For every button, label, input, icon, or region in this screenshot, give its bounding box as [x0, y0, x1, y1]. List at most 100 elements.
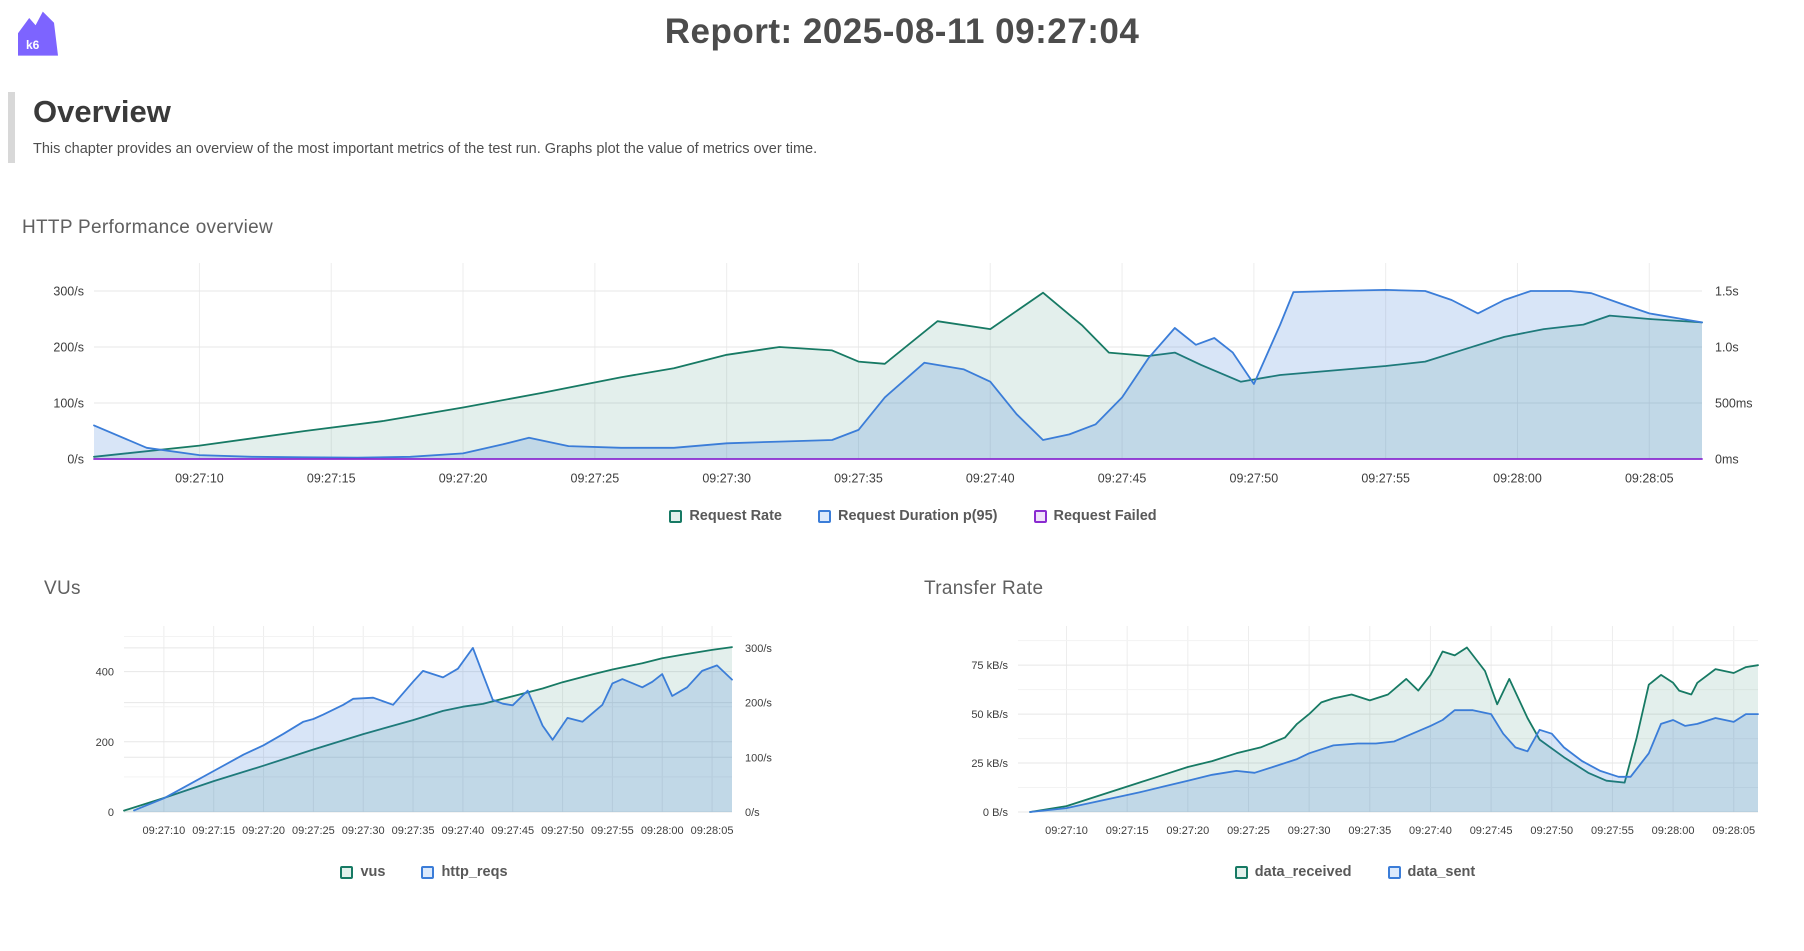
k6-logo-mountain [18, 11, 58, 56]
legend-label-request-failed: Request Failed [1053, 508, 1157, 524]
svg-text:300/s: 300/s [745, 643, 772, 655]
svg-text:09:27:40: 09:27:40 [441, 825, 484, 837]
svg-text:09:27:50: 09:27:50 [1530, 825, 1573, 837]
legend-item-data-received[interactable]: data_received [1234, 864, 1352, 880]
k6-logo-icon: k6 [18, 11, 58, 56]
series-data-received-area [1030, 647, 1758, 812]
legend-label-request-rate: Request Rate [689, 508, 782, 524]
svg-text:09:27:45: 09:27:45 [1470, 825, 1513, 837]
legend-label-vus: vus [360, 864, 386, 880]
legend-item-request-duration-p-95-[interactable]: Request Duration p(95) [818, 508, 998, 524]
svg-text:09:27:35: 09:27:35 [834, 472, 883, 486]
svg-text:09:27:30: 09:27:30 [1288, 825, 1331, 837]
svg-text:09:27:50: 09:27:50 [541, 825, 584, 837]
series-request-rate-area [94, 292, 1702, 459]
series-data-received-line [1029, 646, 1759, 813]
legend-swatch-request-rate [669, 509, 683, 523]
chart-title-vus: VUs [44, 578, 81, 599]
legend-item-request-rate[interactable]: Request Rate [669, 508, 782, 524]
svg-text:0: 0 [108, 807, 114, 819]
svg-text:09:27:45: 09:27:45 [491, 825, 534, 837]
svg-text:09:27:20: 09:27:20 [1166, 825, 1209, 837]
svg-text:09:27:35: 09:27:35 [392, 825, 435, 837]
svg-text:09:27:30: 09:27:30 [342, 825, 385, 837]
svg-text:09:27:25: 09:27:25 [571, 472, 620, 486]
svg-text:09:27:55: 09:27:55 [1591, 825, 1634, 837]
chart-title-transfer: Transfer Rate [924, 578, 1044, 599]
svg-text:0 B/s: 0 B/s [983, 807, 1009, 819]
series-data-sent-area [1030, 710, 1758, 812]
vus-chart[interactable]: 09:27:10 09:27:15 09:27:20 09:27:25 09:27:30… [44, 612, 800, 852]
svg-text:09:27:15: 09:27:15 [192, 825, 235, 837]
legend-item-vus[interactable]: vus [340, 864, 385, 880]
svg-text:09:28:05: 09:28:05 [1712, 825, 1755, 837]
svg-text:09:27:55: 09:27:55 [1361, 472, 1410, 486]
svg-text:09:27:25: 09:27:25 [292, 825, 335, 837]
svg-text:09:28:00: 09:28:00 [1493, 472, 1542, 486]
svg-text:75 kB/s: 75 kB/s [971, 660, 1008, 672]
vus-chart-block: VUs 09:27:10 09:27:15 09:27:20 09:27:25 09:2… [44, 578, 804, 880]
svg-text:200: 200 [96, 737, 114, 749]
svg-text:09:27:25: 09:27:25 [1227, 825, 1270, 837]
legend-label-request-duration-p-95-: Request Duration p(95) [838, 508, 998, 524]
svg-text:0ms: 0ms [1715, 453, 1739, 467]
svg-text:09:27:10: 09:27:10 [1045, 825, 1088, 837]
series-request-duration-p-95--area [94, 289, 1702, 459]
svg-text:09:27:20: 09:27:20 [439, 472, 488, 486]
http-chart-legend: Request Rate Request Duration p(95) Reques… [22, 508, 1804, 524]
svg-text:09:27:45: 09:27:45 [1098, 472, 1147, 486]
vus-chart-legend: vus http_reqs [44, 864, 804, 880]
legend-swatch-http-reqs [421, 865, 435, 879]
legend-swatch-request-failed [1033, 509, 1047, 523]
transfer-rate-chart-block: Transfer Rate 09:27:10 09:27:15 09:27:20 09… [920, 578, 1790, 880]
svg-text:09:28:00: 09:28:00 [1652, 825, 1695, 837]
k6-logo-text: k6 [26, 38, 40, 52]
series-vus-line [123, 646, 733, 812]
svg-text:09:27:15: 09:27:15 [307, 472, 356, 486]
svg-text:0/s: 0/s [67, 453, 84, 467]
svg-text:500ms: 500ms [1715, 397, 1753, 411]
svg-text:09:27:30: 09:27:30 [702, 472, 751, 486]
overview-section: Overview This chapter provides an overvi… [8, 92, 1804, 163]
svg-text:09:27:40: 09:27:40 [1409, 825, 1452, 837]
svg-text:09:27:20: 09:27:20 [242, 825, 285, 837]
legend-item-request-failed[interactable]: Request Failed [1033, 508, 1157, 524]
report-header: k6 Report: 2025-08-11 09:27:04 [0, 0, 1804, 66]
svg-text:09:28:00: 09:28:00 [641, 825, 684, 837]
legend-item-http-reqs[interactable]: http_reqs [421, 864, 508, 880]
bottom-charts-row: VUs 09:27:10 09:27:15 09:27:20 09:27:25 09:2… [22, 578, 1790, 880]
series-data-sent-line [1029, 709, 1759, 813]
svg-text:100/s: 100/s [745, 752, 772, 764]
svg-text:200/s: 200/s [745, 698, 772, 710]
svg-text:09:27:10: 09:27:10 [175, 472, 224, 486]
svg-text:09:27:50: 09:27:50 [1230, 472, 1279, 486]
svg-text:09:27:35: 09:27:35 [1348, 825, 1391, 837]
report-title: Report: 2025-08-11 09:27:04 [664, 12, 1140, 51]
svg-text:1.0s: 1.0s [1715, 341, 1739, 355]
transfer-chart-legend: data_received data_sent [920, 864, 1790, 880]
overview-heading: Overview [33, 94, 171, 129]
series-http-reqs-line [133, 647, 733, 812]
legend-swatch-data-sent [1387, 865, 1401, 879]
svg-text:25 kB/s: 25 kB/s [971, 758, 1008, 770]
svg-text:09:28:05: 09:28:05 [691, 825, 734, 837]
series-http-reqs-area [134, 647, 732, 812]
chart-title-http: HTTP Performance overview [22, 217, 274, 238]
svg-text:09:27:55: 09:27:55 [591, 825, 634, 837]
transfer-rate-chart[interactable]: 09:27:10 09:27:15 09:27:20 09:27:25 09:27:30… [920, 612, 1786, 852]
legend-swatch-vus [340, 865, 354, 879]
svg-text:09:27:10: 09:27:10 [142, 825, 185, 837]
legend-label-data-sent: data_sent [1407, 864, 1476, 880]
svg-text:200/s: 200/s [53, 341, 84, 355]
svg-text:400: 400 [96, 667, 114, 679]
svg-text:50 kB/s: 50 kB/s [971, 709, 1008, 721]
legend-item-data-sent[interactable]: data_sent [1387, 864, 1476, 880]
series-request-duration-p-95--line [93, 289, 1703, 459]
svg-text:09:27:40: 09:27:40 [966, 472, 1015, 486]
legend-swatch-request-duration-p-95- [818, 509, 831, 523]
overview-description: This chapter provides an overview of the… [33, 141, 818, 157]
http-performance-chart[interactable]: 09:27:10 09:27:15 09:27:20 09:27:25 09:27:30… [22, 251, 1784, 496]
legend-label-data-received: data_received [1254, 864, 1352, 880]
svg-text:300/s: 300/s [53, 285, 84, 299]
legend-swatch-data-received [1234, 865, 1248, 879]
